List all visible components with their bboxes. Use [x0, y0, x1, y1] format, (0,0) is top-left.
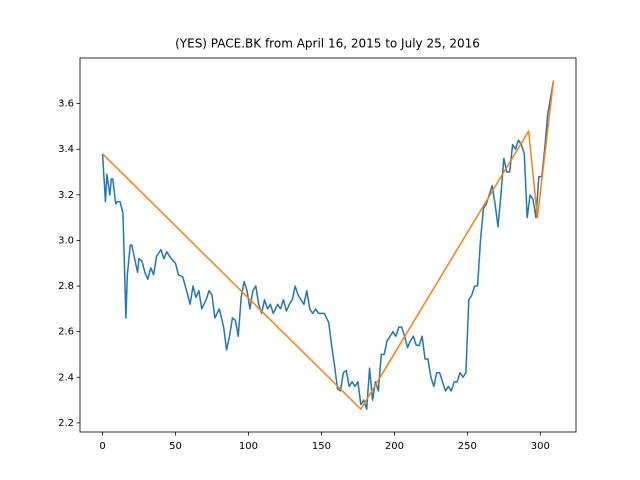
y-tick-label: 3.4: [58, 144, 74, 155]
y-tick-label: 2.2: [58, 418, 74, 429]
x-tick-label: 100: [239, 441, 258, 452]
x-tick-label: 50: [169, 441, 182, 452]
x-tick-label: 150: [312, 441, 331, 452]
x-tick-label: 250: [458, 441, 477, 452]
y-tick-label: 2.8: [58, 281, 74, 292]
line-series: [101, 80, 555, 410]
y-tick-label: 3.0: [58, 235, 74, 246]
y-tick-label: 3.6: [58, 99, 74, 110]
line-series: [102, 80, 555, 410]
x-tick-label: 200: [385, 441, 404, 452]
x-tick-label: 300: [531, 441, 550, 452]
plot-frame: [79, 57, 577, 433]
y-tick-label: 2.4: [58, 372, 74, 383]
x-tick-label: 0: [99, 441, 105, 452]
y-tick-label: 2.6: [58, 327, 74, 338]
y-tick-label: 3.2: [58, 190, 74, 201]
chart-title: (YES) PACE.BK from April 16, 2015 to Jul…: [175, 37, 480, 51]
